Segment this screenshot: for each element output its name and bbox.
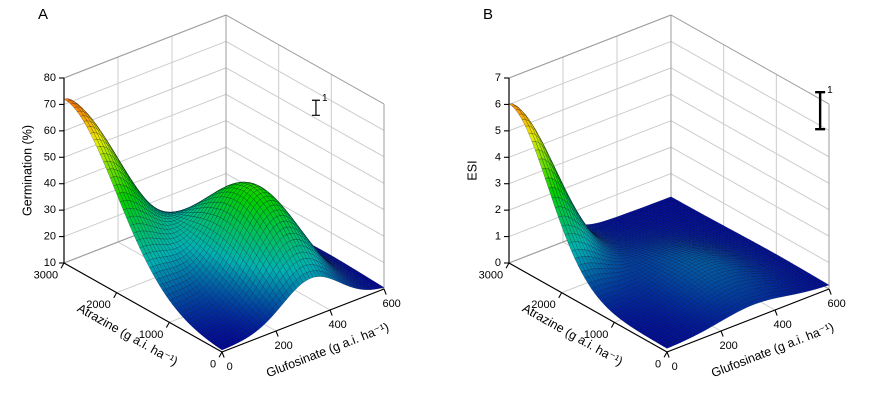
panel-a-label: A bbox=[38, 6, 49, 23]
germination-3d-surface-plot bbox=[0, 0, 445, 401]
panel-b-label: B bbox=[483, 6, 494, 23]
panel-b-esi: B bbox=[445, 0, 890, 401]
esi-3d-surface-plot bbox=[445, 0, 890, 401]
panel-a-germination: A bbox=[0, 0, 445, 401]
